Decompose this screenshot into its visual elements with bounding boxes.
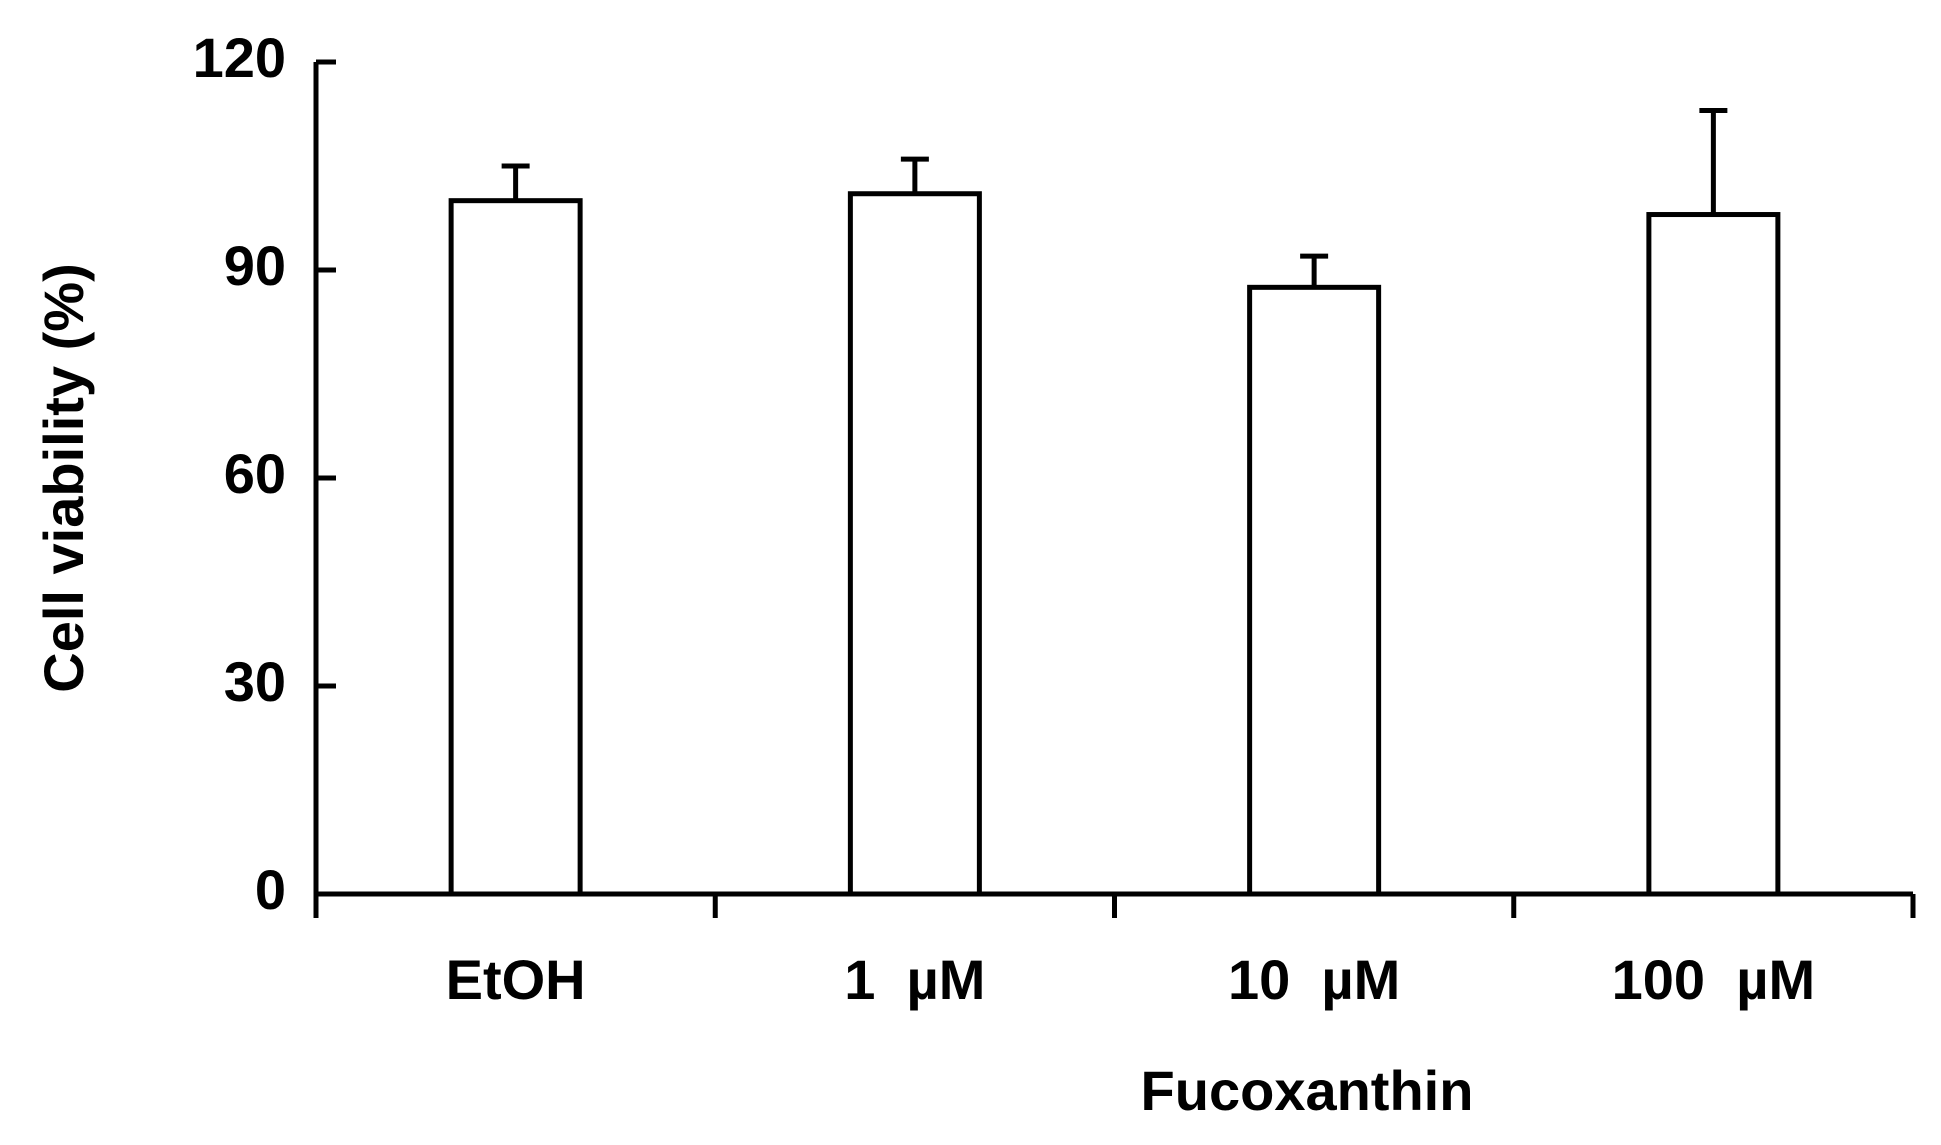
- y-tick-label: 30: [224, 650, 286, 713]
- y-tick-label: 0: [255, 858, 286, 921]
- bar: [1646, 212, 1781, 897]
- y-tick-label: 120: [193, 26, 286, 89]
- bar: [847, 191, 982, 897]
- y-axis-label: Cell viability (%): [32, 263, 95, 692]
- x-tick-label: 100 µM: [1612, 948, 1815, 1011]
- y-tick-label: 90: [224, 234, 286, 297]
- x-tick-label: 10 µM: [1228, 948, 1400, 1011]
- bar: [1247, 284, 1382, 897]
- x-tick-label: 1 µM: [844, 948, 985, 1011]
- y-tick-label: 60: [224, 442, 286, 505]
- bar: [448, 198, 583, 897]
- x-axis-label: Fucoxanthin: [1141, 1059, 1474, 1122]
- x-tick-label: EtOH: [446, 948, 586, 1011]
